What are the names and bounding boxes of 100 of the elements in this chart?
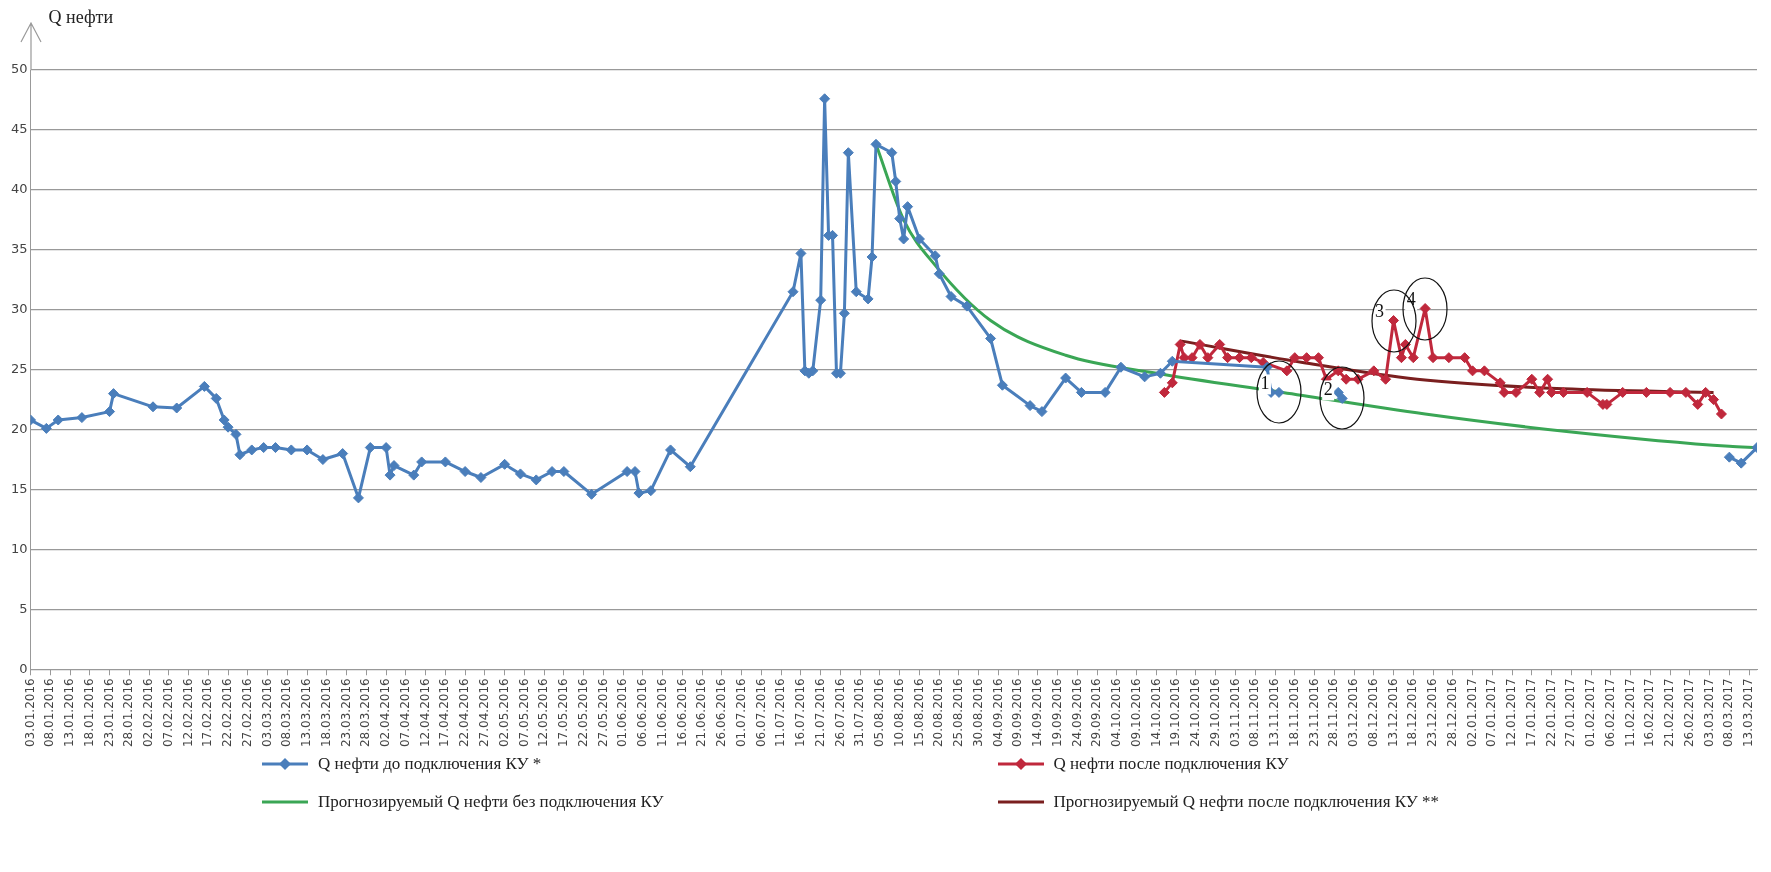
x-tick-label: 18.01.2016 [81, 678, 96, 748]
x-tick-label: 03.11.2016 [1227, 678, 1242, 748]
x-tick-label: 03.01.2016 [22, 678, 37, 748]
x-tick-label: 01.02.2017 [1583, 678, 1598, 748]
annotation: 1 [1260, 373, 1270, 394]
point [1692, 398, 1704, 410]
x-tick-label: 02.02.2016 [141, 678, 156, 748]
y-axis-title: Q нефти [48, 6, 114, 27]
x-tick-label: 19.10.2016 [1168, 678, 1183, 748]
x-tick-label: 13.12.2016 [1385, 678, 1400, 748]
x-tick-label: 12.01.2017 [1504, 678, 1519, 748]
x-tick-label: 31.07.2016 [852, 678, 867, 748]
x-tick-label: 13.03.2016 [299, 678, 314, 748]
x-tick-label: 12.05.2016 [536, 678, 551, 748]
x-tick-label: 21.06.2016 [694, 678, 709, 748]
legend-label: Прогнозируемый Q нефти после подключения КУ ** [1053, 792, 1439, 812]
x-tick-label: 09.10.2016 [1128, 678, 1143, 748]
x-tick-label: 22.01.2017 [1543, 678, 1558, 748]
x-tick-label: 06.02.2017 [1602, 678, 1617, 748]
x-tick-label: 27.04.2016 [477, 678, 491, 748]
point [1340, 373, 1352, 385]
x-tick-label: 10.08.2016 [891, 678, 906, 748]
x-tick-label: 07.01.2017 [1484, 678, 1499, 748]
y-tick-label: 15 [11, 480, 28, 496]
x-tick-label: 07.02.2016 [160, 678, 175, 748]
y-tick-label: 45 [11, 121, 28, 137]
x-tick-label: 29.10.2016 [1207, 678, 1222, 748]
x-tick-label: 04.09.2016 [990, 678, 1005, 748]
x-tick-label: 17.05.2016 [556, 678, 571, 748]
point [1427, 352, 1439, 364]
x-tick-label: 07.05.2016 [516, 678, 531, 748]
x-tick-label: 23.03.2016 [338, 678, 353, 748]
x-tick-label: 29.09.2016 [1089, 678, 1104, 748]
point [1459, 352, 1471, 364]
legend-label: Q нефти после подключения КУ [1053, 754, 1289, 774]
x-tick-label: 21.02.2017 [1662, 678, 1677, 748]
x-tick-label: 17.04.2016 [437, 678, 452, 748]
legend-label: Q нефти до подключения КУ * [318, 754, 542, 774]
x-tick-label: 05.08.2016 [872, 678, 887, 748]
x-tick-label: 28.01.2016 [121, 678, 136, 748]
point [1281, 365, 1293, 377]
y-tick-label: 50 [11, 61, 28, 77]
x-tick-label: 22.02.2016 [220, 678, 235, 748]
x-tick-label: 08.03.2017 [1721, 678, 1736, 748]
x-tick-label: 22.04.2016 [457, 678, 472, 748]
x-tick-label: 11.06.2016 [654, 678, 669, 748]
x-tick-label: 26.07.2016 [832, 678, 847, 748]
x-tick-label: 17.02.2016 [200, 678, 215, 748]
y-tick-label: 20 [11, 420, 28, 436]
x-tick-label: 11.02.2017 [1622, 678, 1637, 748]
annotation: 3 [1375, 301, 1385, 322]
x-tick-label: 13.03.2017 [1741, 678, 1756, 748]
point [1443, 352, 1455, 364]
point [1708, 394, 1720, 406]
x-tick-label: 12.04.2016 [417, 678, 432, 748]
point [1494, 377, 1506, 389]
x-tick-label: 13.01.2016 [62, 678, 77, 748]
x-tick-label: 18.03.2016 [318, 678, 333, 748]
x-tick-label: 02.01.2017 [1464, 678, 1479, 748]
x-tick-label: 06.07.2016 [753, 678, 768, 748]
x-tick-label: 02.05.2016 [496, 678, 511, 748]
y-tick-label: 5 [19, 600, 28, 616]
x-tick-label: 20.08.2016 [931, 678, 946, 748]
x-tick-label: 04.10.2016 [1109, 678, 1124, 748]
x-tick-label: 24.10.2016 [1188, 678, 1203, 748]
x-tick-label: 06.06.2016 [635, 678, 650, 748]
point [1158, 386, 1170, 398]
y-tick-label: 30 [11, 301, 28, 317]
point [1526, 373, 1538, 385]
x-tick-label: 23.12.2016 [1425, 678, 1440, 748]
point [1407, 352, 1419, 364]
legend-label: Прогнозируемый Q нефти без подключения КУ [318, 792, 664, 812]
x-tick-label: 26.06.2016 [714, 678, 729, 748]
annotation: 2 [1323, 379, 1333, 400]
x-tick-label: 14.10.2016 [1148, 678, 1163, 748]
x-tick-label: 08.11.2016 [1247, 678, 1262, 748]
y-tick-label: 35 [11, 241, 28, 257]
x-tick-label: 30.08.2016 [970, 678, 985, 748]
point [1194, 338, 1206, 350]
x-tick-label: 16.07.2016 [793, 678, 808, 748]
x-tick-label: 28.03.2016 [358, 678, 373, 748]
x-tick-label: 25.08.2016 [951, 678, 966, 748]
x-tick-label: 27.01.2017 [1563, 678, 1578, 748]
x-tick-label: 02.04.2016 [378, 678, 393, 748]
x-tick-label: 08.03.2016 [279, 678, 294, 748]
y-tick-label: 25 [11, 361, 28, 377]
y-tick-label: 0 [19, 660, 28, 676]
x-tick-label: 15.08.2016 [911, 678, 926, 748]
point [1542, 373, 1554, 385]
x-tick-label: 28.11.2016 [1326, 678, 1341, 748]
x-tick-label: 01.07.2016 [733, 678, 748, 748]
y-tick-label: 10 [11, 540, 28, 556]
x-tick-label: 23.11.2016 [1306, 678, 1321, 748]
x-tick-label: 03.03.2016 [259, 678, 274, 748]
point [1166, 377, 1178, 389]
x-tick-label: 21.07.2016 [812, 678, 827, 748]
point [1534, 386, 1546, 398]
x-tick-label: 23.01.2016 [101, 678, 116, 748]
x-tick-label: 24.09.2016 [1069, 678, 1084, 748]
x-tick-label: 27.02.2016 [239, 678, 254, 748]
